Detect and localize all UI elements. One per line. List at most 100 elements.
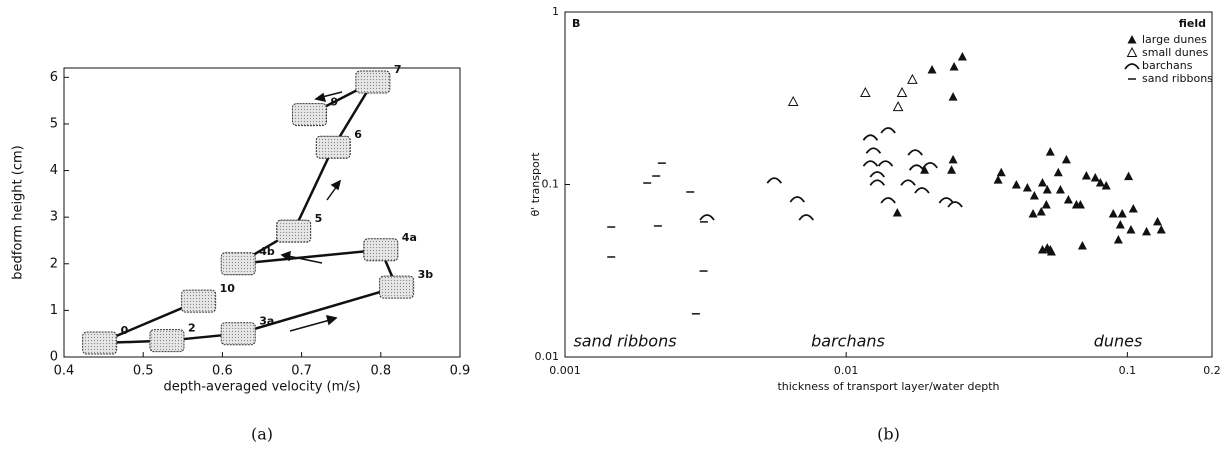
legend-label: large dunes <box>1142 33 1207 46</box>
marker <box>947 165 957 174</box>
marker <box>907 149 923 156</box>
marker <box>860 86 871 98</box>
marker <box>1053 167 1063 177</box>
plot-frame <box>564 11 1213 358</box>
marker <box>1055 185 1065 194</box>
x-tick-label: 0.9 <box>450 364 471 379</box>
bedform <box>363 238 399 262</box>
y-tick-label: 4 <box>50 163 58 178</box>
marker <box>1124 171 1134 181</box>
marker <box>938 197 955 204</box>
legend-swatch <box>1124 63 1140 70</box>
plot-frame <box>63 67 461 358</box>
marker <box>1036 206 1046 216</box>
state-label: 7 <box>394 63 402 76</box>
bedform <box>82 331 118 355</box>
marker <box>865 147 882 154</box>
marker <box>949 61 959 71</box>
state-label: 3b <box>418 268 434 281</box>
marker <box>892 101 904 112</box>
marker <box>1153 216 1163 226</box>
marker <box>1101 181 1111 190</box>
region-label: sand ribbons <box>573 332 676 351</box>
arrows <box>280 91 343 332</box>
marker <box>1063 195 1073 204</box>
marker <box>908 164 925 171</box>
marker <box>1108 208 1118 218</box>
marker <box>1095 178 1105 187</box>
x-axis-label: depth-averaged velocity (m/s) <box>163 380 360 395</box>
marker <box>862 160 879 167</box>
state-label: 4a <box>402 231 417 244</box>
state-label: 9 <box>331 96 339 109</box>
marker <box>880 197 896 204</box>
marker <box>1042 185 1052 194</box>
marker <box>892 207 902 217</box>
caption: (a) <box>251 425 273 444</box>
marker <box>877 160 894 167</box>
marker <box>789 196 806 203</box>
marker <box>957 52 967 61</box>
x-axis-label: thickness of transport layer/water depth <box>777 380 999 393</box>
y-tick-label: 3 <box>50 210 58 225</box>
marker <box>1046 247 1056 256</box>
y-tick-label: 1 <box>50 303 58 318</box>
state-label: 10 <box>220 282 236 295</box>
marker <box>1029 190 1039 200</box>
x-tick-label: 0.7 <box>291 364 312 379</box>
marker <box>900 179 916 186</box>
state-label: 5 <box>315 212 323 225</box>
marker <box>1045 147 1055 156</box>
marker <box>920 165 930 174</box>
state-label: 4b <box>259 245 275 258</box>
x-tick-label: 0.8 <box>370 364 391 379</box>
state-label: 6 <box>354 128 362 141</box>
legend-swatch <box>1127 35 1137 44</box>
marker <box>880 127 896 134</box>
caption: (b) <box>877 425 900 444</box>
marker <box>1022 183 1032 192</box>
x-tick-label: 0.01 <box>834 364 859 377</box>
x-tick-label: 0.1 <box>1119 364 1137 377</box>
path-line <box>99 78 399 345</box>
marker <box>948 92 958 101</box>
y-tick-label: 0.01 <box>535 350 560 363</box>
x-tick-label: 0.5 <box>133 364 154 379</box>
marker <box>947 201 963 208</box>
legend-title: field <box>1179 17 1206 30</box>
marker <box>948 154 958 164</box>
marker <box>1113 234 1123 244</box>
region-label: barchans <box>811 332 885 351</box>
y-tick-label: 0 <box>50 350 58 365</box>
marker <box>1117 208 1127 218</box>
bedform <box>315 135 351 159</box>
marker <box>1156 224 1166 234</box>
bedform <box>220 322 256 346</box>
marker <box>766 177 783 184</box>
marker <box>1037 178 1047 187</box>
y-tick-label: 1 <box>552 5 559 18</box>
marker <box>699 214 715 221</box>
marker <box>862 134 879 141</box>
legend-swatch <box>1126 46 1138 57</box>
y-tick-label: 2 <box>50 256 58 271</box>
marker <box>993 175 1003 184</box>
marker <box>1077 241 1087 250</box>
marker <box>996 167 1006 177</box>
marker <box>907 73 918 84</box>
panel-label: B <box>572 17 580 30</box>
marker <box>1090 173 1100 182</box>
marker <box>1142 226 1152 236</box>
state-label: 2 <box>188 322 196 335</box>
bedform <box>181 289 217 313</box>
bedform <box>220 252 256 276</box>
marker <box>1071 200 1081 209</box>
y-tick-label: 6 <box>50 70 58 85</box>
state-label: 0 <box>121 324 129 337</box>
marker <box>1128 204 1138 213</box>
marker <box>927 65 937 74</box>
bedform <box>276 219 312 243</box>
marker <box>869 171 886 178</box>
marker <box>896 86 908 98</box>
